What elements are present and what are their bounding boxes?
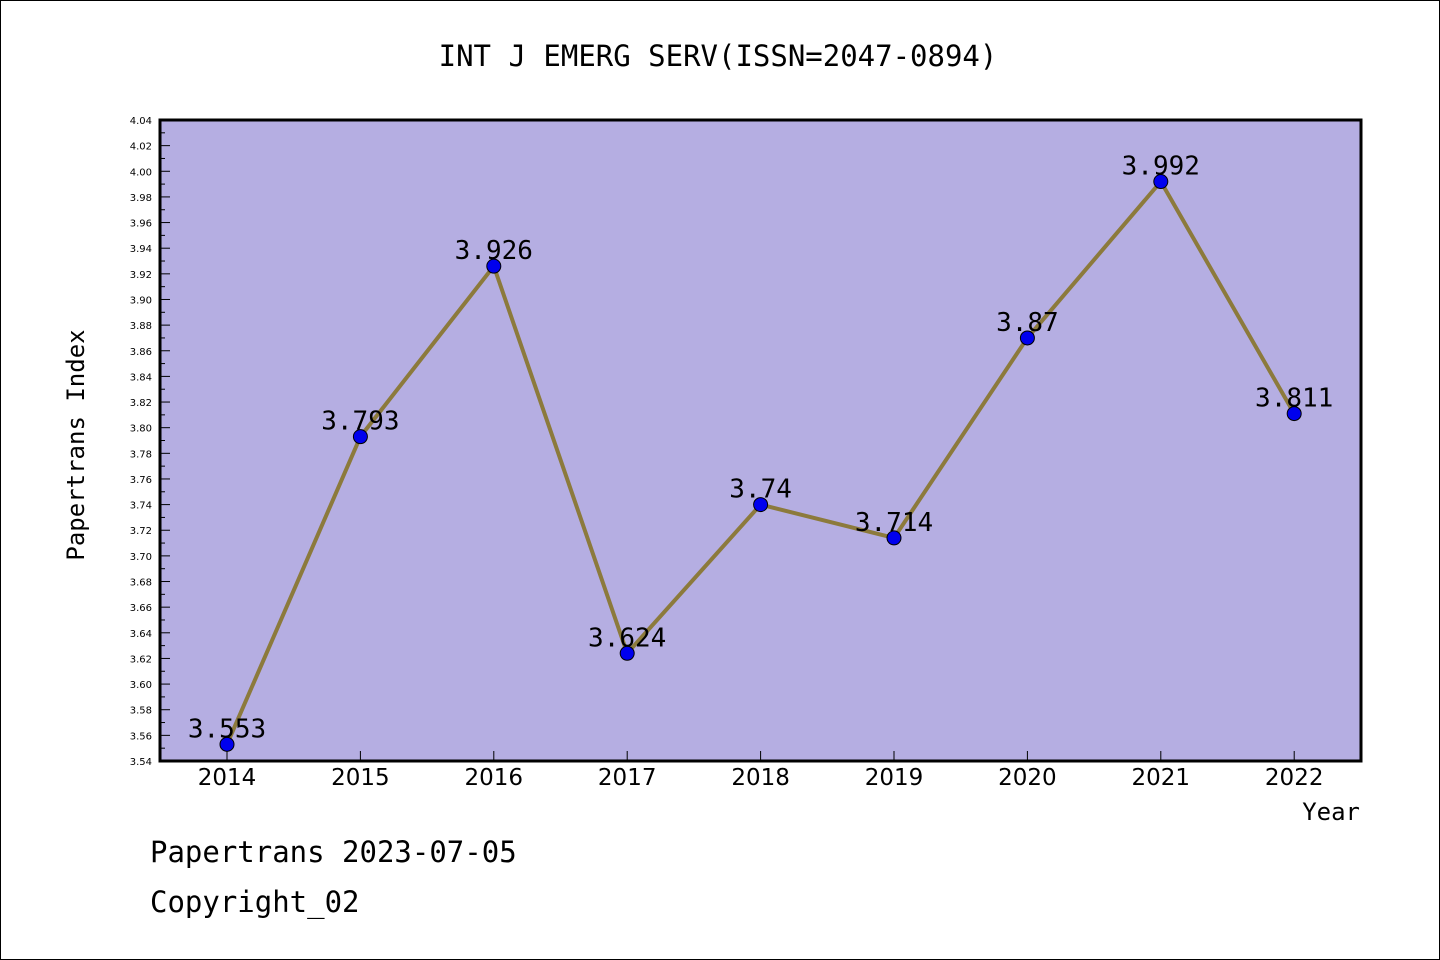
x-tick-label: 2014: [198, 765, 257, 791]
data-point: [1019, 330, 1035, 346]
x-tick-label: 2018: [731, 765, 790, 791]
y-tick-label: 3.68: [130, 578, 152, 589]
y-axis: 3.54 3.56 3.58 3.60 3.62 3.64 3.66 3.68 3.70 3.72…: [130, 116, 170, 768]
x-tick-label: 2021: [1132, 765, 1191, 791]
data-point: [352, 429, 368, 445]
y-tick-label: 3.92: [130, 270, 152, 281]
y-tick-label: 3.56: [130, 731, 152, 742]
y-tick-label: 3.54: [130, 757, 152, 768]
y-tick-label: 3.64: [130, 629, 152, 640]
data-label: 3.624: [588, 623, 666, 653]
y-tick-label: 3.94: [130, 244, 152, 255]
x-axis: 2014 2015 2016 2017 2018 2019 2020 2021 2022: [198, 751, 1324, 791]
y-tick-label: 3.66: [130, 603, 152, 614]
y-tick-label: 3.88: [130, 321, 152, 332]
data-point: [1286, 406, 1302, 422]
footer: Papertrans 2023-07-05 Copyright_02: [150, 832, 517, 932]
y-tick-label: 3.72: [130, 526, 152, 537]
data-point: [486, 258, 502, 274]
data-label: 3.714: [855, 508, 933, 538]
y-tick-label: 4.04: [130, 116, 152, 127]
data-series: 3.553 3.793 3.926 3.624 3.74 3.714 3.87 3.992 3.…: [188, 152, 1333, 752]
x-tick-label: 2020: [998, 765, 1057, 791]
y-axis-label: Papertrans Index: [62, 329, 90, 560]
data-label: 3.553: [188, 714, 266, 744]
y-tick-label: 3.76: [130, 475, 152, 486]
y-tick-label: 3.84: [130, 372, 152, 383]
data-point: [619, 645, 635, 661]
y-tick-label: 3.98: [130, 193, 152, 204]
y-tick-label: 3.74: [130, 501, 152, 512]
y-tick-label: 3.82: [130, 398, 152, 409]
x-axis-label: Year: [1302, 798, 1360, 826]
y-tick-label: 3.90: [130, 295, 152, 306]
x-tick-label: 2017: [598, 765, 657, 791]
data-label: 3.992: [1122, 152, 1200, 182]
y-tick-label: 3.80: [130, 424, 152, 435]
data-point: [753, 497, 769, 513]
y-tick-label: 4.00: [130, 167, 152, 178]
x-tick-label: 2022: [1265, 765, 1324, 791]
y-tick-label: 3.60: [130, 680, 152, 691]
y-tick-label: 3.58: [130, 706, 152, 717]
x-tick-label: 2015: [331, 765, 390, 791]
data-point: [1153, 174, 1169, 190]
y-tick-label: 3.86: [130, 347, 152, 358]
footer-date: Papertrans 2023-07-05: [150, 835, 517, 869]
x-tick-label: 2016: [465, 765, 524, 791]
chart-title: INT J EMERG SERV(ISSN=2047-0894): [439, 39, 998, 73]
y-tick-label: 3.78: [130, 449, 152, 460]
x-tick-label: 2019: [865, 765, 924, 791]
footer-copyright: Copyright_02: [150, 885, 360, 919]
y-tick-label: 3.96: [130, 219, 152, 230]
data-label: 3.87: [996, 308, 1059, 338]
data-label: 3.926: [455, 236, 533, 266]
y-tick-label: 4.02: [130, 142, 152, 153]
data-label: 3.793: [321, 407, 399, 437]
y-tick-label: 3.62: [130, 654, 152, 665]
data-point: [219, 736, 235, 752]
data-label: 3.811: [1255, 384, 1333, 414]
y-tick-label: 3.70: [130, 552, 152, 563]
data-label: 3.74: [729, 475, 792, 505]
data-point: [886, 530, 902, 546]
